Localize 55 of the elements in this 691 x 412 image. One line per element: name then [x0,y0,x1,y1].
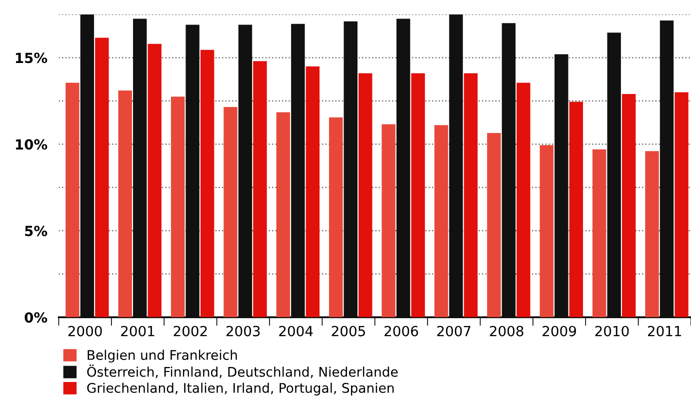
bar [306,66,320,318]
legend-label: Belgien und Frankreich [88,350,237,363]
x-tick-label: 2001 [121,326,154,336]
bar [133,18,147,318]
bar [186,24,200,318]
bar [224,106,238,318]
bar [434,125,448,318]
y-tick-label: 0% [24,312,48,323]
bar [569,102,583,318]
legend-label: Griechenland, Italien, Irland, Portugal, Spanien [87,382,394,396]
bar [674,92,688,318]
bar [554,54,568,318]
bar [291,24,305,318]
bar [396,18,410,318]
bar [118,90,132,318]
bar [253,61,267,318]
y-tick-label: 10% [16,139,48,150]
bar [645,151,659,318]
x-tick-label: 2004 [279,326,313,336]
bar [382,124,396,318]
legend-label: Österreich, Finnland, Deutschland, Niederlande [87,364,398,378]
bar [276,112,290,318]
bar [329,117,343,318]
bar [200,50,214,318]
bar [170,96,185,318]
x-tick-label: 2000 [68,326,102,336]
x-tick-label: 2009 [542,326,576,336]
bar [95,38,109,318]
bar [66,82,80,318]
x-tick-label: 2006 [384,326,418,336]
y-tick-label: 15% [16,52,48,64]
bar [148,44,162,318]
bar [487,132,501,318]
x-tick-label: 2005 [332,326,365,336]
bar [449,14,463,318]
x-tick-label: 2002 [174,326,207,336]
x-tick-label: 2003 [226,326,260,336]
x-tick-label: 2008 [490,326,524,336]
bar [516,82,530,318]
bar [464,73,478,318]
bar [80,14,94,318]
bar [592,149,606,318]
x-tick-label: 2010 [595,326,629,336]
x-tick-label: 2011 [648,326,682,336]
bar [502,23,516,318]
x-tick-label: 2007 [437,326,470,336]
bar [358,73,372,318]
bar [660,20,674,318]
y-tick-label: 5% [25,226,48,236]
bar [238,24,252,318]
bar [540,145,554,318]
bar [411,73,425,318]
bar [607,32,621,318]
bar [344,21,358,318]
bar [622,94,636,318]
